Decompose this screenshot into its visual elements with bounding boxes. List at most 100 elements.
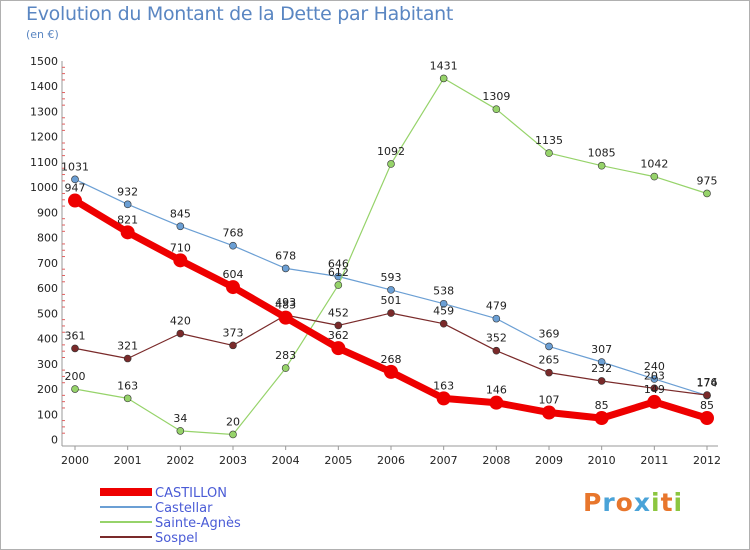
data-label-castillon: 107: [539, 394, 560, 407]
data-label-castellar: 240: [644, 360, 665, 373]
data-point-castellar: [387, 286, 395, 294]
data-label-sainte-agnes: 1309: [482, 90, 510, 103]
data-label-sainte-agnes: 1085: [588, 147, 616, 160]
data-point-castillon: [120, 225, 135, 240]
logo-letter: i: [673, 488, 684, 517]
data-label-sospel: 493: [275, 296, 296, 309]
data-label-sospel: 176: [697, 376, 718, 389]
y-tick-label: 600: [37, 282, 58, 295]
data-label-sospel: 203: [644, 369, 665, 382]
data-label-castillon: 268: [381, 353, 402, 366]
x-tick-label: 2006: [377, 454, 405, 467]
data-label-castillon: 947: [65, 182, 86, 195]
data-label-sainte-agnes: 1135: [535, 134, 563, 147]
data-label-sospel: 420: [170, 315, 191, 328]
data-point-sospel: [492, 346, 501, 355]
data-label-castillon: 710: [170, 241, 191, 254]
data-label-castillon: 604: [223, 268, 244, 281]
data-label-castellar: 646: [328, 257, 349, 270]
data-point-sainte-agnes: [71, 385, 79, 393]
data-point-castellar: [545, 342, 553, 351]
data-point-sospel: [597, 377, 606, 385]
data-point-sospel: [229, 341, 237, 350]
x-tick-label: 2003: [219, 454, 247, 467]
y-tick-label: 400: [37, 333, 58, 346]
data-point-castillon: [700, 411, 714, 426]
x-tick-label: 2001: [114, 454, 142, 467]
proxiti-logo: Proxiti: [583, 488, 683, 517]
x-tick-label: 2000: [61, 454, 89, 467]
data-point-sainte-agnes: [176, 427, 185, 435]
data-point-sospel: [439, 319, 448, 328]
data-label-sainte-agnes: 1092: [377, 145, 405, 158]
logo-letter: x: [633, 488, 651, 517]
data-point-sainte-agnes: [229, 430, 237, 439]
y-tick-label: 1200: [30, 131, 58, 144]
data-label-sainte-agnes: 163: [117, 379, 138, 392]
data-label-castillon: 149: [644, 383, 665, 396]
x-tick-label: 2004: [272, 454, 300, 467]
logo-letter: i: [651, 488, 661, 517]
x-tick-label: 2011: [640, 454, 668, 467]
y-tick-label: 1300: [30, 105, 58, 118]
legend-label-sainte-agnes: Sainte-Agnès: [155, 516, 241, 531]
y-tick-label: 800: [37, 232, 58, 245]
data-label-sospel: 232: [591, 362, 612, 375]
x-tick-label: 2008: [482, 454, 510, 467]
y-tick-label: 500: [37, 307, 58, 320]
data-point-castellar: [71, 175, 79, 184]
data-label-sainte-agnes: 20: [226, 415, 240, 428]
data-point-sainte-agnes: [281, 364, 290, 372]
x-tick-label: 2005: [324, 454, 352, 467]
y-tick-label: 1000: [30, 181, 58, 194]
data-label-sainte-agnes: 200: [65, 370, 86, 383]
data-label-sospel: 361: [65, 329, 86, 342]
data-point-sospel: [176, 329, 185, 338]
data-point-sospel: [334, 321, 343, 330]
data-point-sospel: [123, 354, 132, 363]
y-tick-label: 1100: [30, 156, 58, 169]
y-tick-label: 100: [37, 408, 58, 421]
data-label-castellar: 845: [170, 207, 191, 220]
data-point-sainte-agnes: [492, 105, 501, 113]
data-point-castillon: [68, 193, 82, 208]
chart-subtitle: (en €): [26, 28, 59, 41]
chart-title: Evolution du Montant de la Dette par Hab…: [26, 3, 454, 25]
data-point-castillon: [384, 364, 398, 379]
data-label-sospel: 501: [381, 294, 402, 307]
data-point-castillon: [489, 395, 504, 410]
x-tick-label: 2007: [430, 454, 458, 467]
data-label-sospel: 352: [486, 332, 507, 345]
data-point-castillon: [647, 394, 662, 409]
data-label-castellar: 369: [539, 327, 560, 340]
data-point-sospel: [545, 368, 553, 377]
x-tick-label: 2012: [693, 454, 721, 467]
data-label-sospel: 459: [433, 305, 454, 318]
x-tick-label: 2002: [166, 454, 194, 467]
data-point-castellar: [123, 200, 132, 209]
x-tick-label: 2009: [535, 454, 563, 467]
data-point-castellar: [176, 222, 185, 231]
data-label-sospel: 452: [328, 306, 349, 319]
data-label-sainte-agnes: 612: [328, 266, 349, 279]
legend-label-castellar: Castellar: [155, 501, 213, 516]
y-tick-label: 900: [37, 206, 58, 219]
y-tick-label: 1500: [30, 55, 58, 68]
data-label-castellar: 307: [591, 343, 612, 356]
data-point-castillon: [594, 411, 609, 426]
data-point-sainte-agnes: [439, 74, 448, 83]
data-point-sospel: [703, 391, 711, 399]
data-point-sospel: [71, 344, 79, 353]
data-label-castillon: 362: [328, 329, 349, 342]
y-tick-label: 300: [37, 358, 58, 371]
data-point-sainte-agnes: [545, 149, 553, 157]
logo-letter: t: [660, 488, 674, 517]
data-point-sainte-agnes: [650, 172, 659, 181]
data-label-sainte-agnes: 1042: [640, 158, 668, 171]
data-label-castellar: 1031: [61, 160, 89, 173]
data-point-sainte-agnes: [703, 189, 711, 198]
y-tick-label: 700: [37, 257, 58, 270]
y-tick-label: 0: [51, 434, 58, 447]
